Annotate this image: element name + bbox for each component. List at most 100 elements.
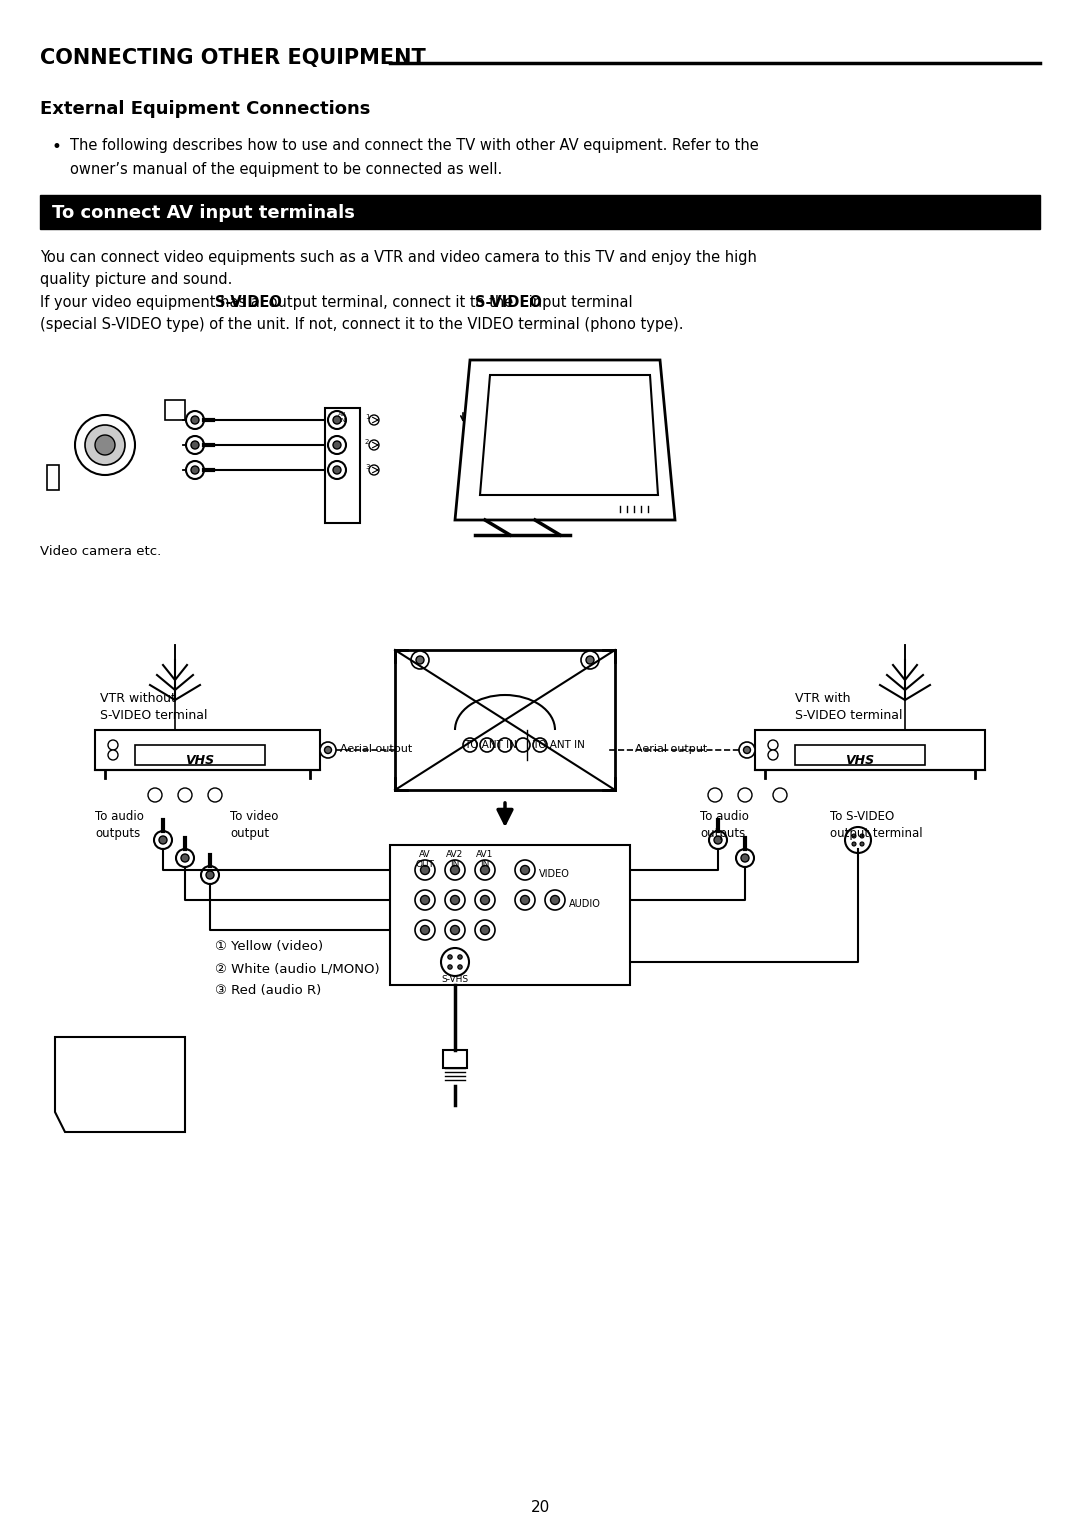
Text: owner’s manual of the equipment to be connected as well.: owner’s manual of the equipment to be co… bbox=[70, 162, 502, 177]
Circle shape bbox=[178, 788, 192, 802]
Circle shape bbox=[475, 919, 495, 941]
Text: To video
output: To video output bbox=[230, 809, 279, 840]
Circle shape bbox=[320, 742, 336, 757]
Circle shape bbox=[369, 466, 379, 475]
Text: VTR with
S-VIDEO terminal: VTR with S-VIDEO terminal bbox=[795, 692, 903, 722]
Circle shape bbox=[445, 919, 465, 941]
Text: quality picture and sound.: quality picture and sound. bbox=[40, 272, 232, 287]
Circle shape bbox=[333, 466, 341, 473]
Circle shape bbox=[206, 870, 214, 880]
Circle shape bbox=[551, 895, 559, 904]
Text: VTR without
S-VIDEO terminal: VTR without S-VIDEO terminal bbox=[100, 692, 207, 722]
Circle shape bbox=[369, 415, 379, 425]
Circle shape bbox=[148, 788, 162, 802]
Circle shape bbox=[521, 866, 529, 875]
Circle shape bbox=[739, 742, 755, 757]
Circle shape bbox=[845, 828, 870, 854]
Circle shape bbox=[581, 651, 599, 669]
Circle shape bbox=[586, 657, 594, 664]
Bar bbox=[443, 1051, 467, 1067]
Text: External Equipment Connections: External Equipment Connections bbox=[40, 99, 370, 118]
Text: TO ANT IN: TO ANT IN bbox=[463, 741, 516, 750]
Text: ① Yellow (video): ① Yellow (video) bbox=[215, 941, 323, 953]
Circle shape bbox=[860, 834, 864, 838]
Text: AV
IN: AV IN bbox=[338, 412, 347, 423]
Text: AV2
IN: AV2 IN bbox=[446, 851, 463, 869]
Circle shape bbox=[450, 895, 459, 904]
Text: S-VHS: S-VHS bbox=[442, 976, 469, 983]
Circle shape bbox=[481, 866, 489, 875]
Circle shape bbox=[450, 925, 459, 935]
Bar bbox=[48, 466, 59, 490]
Circle shape bbox=[498, 738, 512, 751]
Bar bbox=[95, 730, 320, 770]
Text: To connect AV input terminals: To connect AV input terminals bbox=[52, 205, 355, 221]
Text: Aerial output: Aerial output bbox=[635, 744, 707, 754]
Bar bbox=[795, 745, 924, 765]
Circle shape bbox=[458, 965, 462, 970]
Bar bbox=[390, 844, 630, 985]
Circle shape bbox=[448, 954, 453, 959]
Circle shape bbox=[411, 651, 429, 669]
Circle shape bbox=[95, 435, 114, 455]
Text: VHS: VHS bbox=[186, 753, 215, 767]
Circle shape bbox=[735, 849, 754, 867]
Circle shape bbox=[852, 834, 856, 838]
Circle shape bbox=[416, 657, 424, 664]
Text: VHS: VHS bbox=[846, 753, 875, 767]
Circle shape bbox=[545, 890, 565, 910]
Circle shape bbox=[448, 965, 453, 970]
Circle shape bbox=[328, 411, 346, 429]
Circle shape bbox=[516, 738, 530, 751]
Bar bbox=[135, 745, 265, 765]
Circle shape bbox=[708, 831, 727, 849]
Text: AV
OUT: AV OUT bbox=[416, 851, 434, 869]
Bar bbox=[755, 730, 985, 770]
Circle shape bbox=[191, 466, 199, 473]
Circle shape bbox=[714, 835, 723, 844]
Text: Video camera etc.: Video camera etc. bbox=[40, 545, 161, 557]
Text: (special S-VIDEO type) of the unit. If not, connect it to the VIDEO terminal (ph: (special S-VIDEO type) of the unit. If n… bbox=[40, 318, 684, 331]
Circle shape bbox=[480, 738, 494, 751]
Text: CONNECTING OTHER EQUIPMENT: CONNECTING OTHER EQUIPMENT bbox=[40, 47, 426, 69]
Text: input terminal: input terminal bbox=[524, 295, 633, 310]
Text: To audio
outputs: To audio outputs bbox=[95, 809, 144, 840]
Bar bbox=[165, 400, 185, 420]
Circle shape bbox=[708, 788, 723, 802]
Circle shape bbox=[201, 866, 219, 884]
Polygon shape bbox=[455, 360, 675, 521]
Circle shape bbox=[450, 866, 459, 875]
Circle shape bbox=[191, 415, 199, 425]
Text: Aerial output: Aerial output bbox=[340, 744, 413, 754]
Circle shape bbox=[768, 741, 778, 750]
Circle shape bbox=[415, 890, 435, 910]
Text: S-VIDEO: S-VIDEO bbox=[475, 295, 542, 310]
Circle shape bbox=[481, 925, 489, 935]
Circle shape bbox=[463, 738, 477, 751]
Circle shape bbox=[108, 741, 118, 750]
Circle shape bbox=[108, 750, 118, 760]
Circle shape bbox=[85, 425, 125, 466]
Circle shape bbox=[521, 895, 529, 904]
Circle shape bbox=[328, 461, 346, 479]
Text: 3: 3 bbox=[365, 464, 369, 470]
Circle shape bbox=[534, 738, 546, 751]
Circle shape bbox=[75, 415, 135, 475]
Text: 2: 2 bbox=[365, 438, 369, 444]
Circle shape bbox=[515, 890, 535, 910]
Bar bbox=[40, 195, 1040, 229]
Circle shape bbox=[191, 441, 199, 449]
Circle shape bbox=[445, 860, 465, 880]
Circle shape bbox=[154, 831, 172, 849]
Text: To audio
outputs: To audio outputs bbox=[700, 809, 748, 840]
Text: VIDEO: VIDEO bbox=[539, 869, 570, 880]
Text: •: • bbox=[52, 137, 62, 156]
Circle shape bbox=[458, 954, 462, 959]
Text: The following describes how to use and connect the TV with other AV equipment. R: The following describes how to use and c… bbox=[70, 137, 759, 153]
Circle shape bbox=[186, 461, 204, 479]
Text: To S-VIDEO
output terminal: To S-VIDEO output terminal bbox=[831, 809, 922, 840]
Text: AV1
IN: AV1 IN bbox=[476, 851, 494, 869]
Circle shape bbox=[738, 788, 752, 802]
Text: TO ANT IN: TO ANT IN bbox=[531, 741, 584, 750]
Circle shape bbox=[208, 788, 222, 802]
